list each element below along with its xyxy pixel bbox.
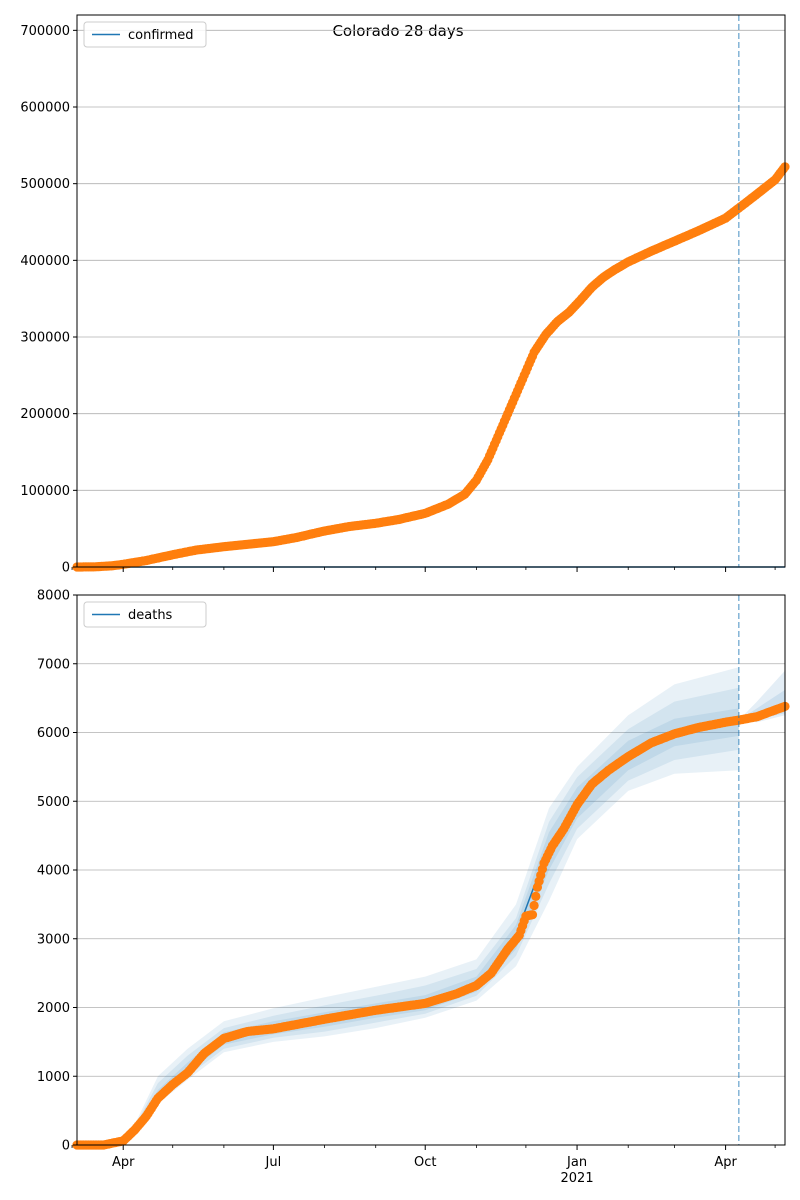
y-tick-label: 200000 (20, 407, 70, 422)
observed-point (531, 891, 541, 902)
y-tick-label: 8000 (37, 589, 70, 604)
observed-markers (72, 701, 790, 1150)
legend-box (83, 601, 207, 628)
legend: deaths (83, 601, 207, 628)
confidence-band (134, 687, 739, 1132)
x-tick-label: Jan (566, 1155, 587, 1170)
y-tick-label: 100000 (20, 484, 70, 499)
y-tick-label: 500000 (20, 177, 70, 192)
figure-title: Colorado 28 days (332, 22, 463, 40)
y-tick-label: 600000 (20, 101, 70, 116)
legend: confirmed (83, 21, 207, 48)
y-tick-label: 3000 (37, 932, 70, 947)
observed-markers (72, 162, 790, 572)
x-tick-label: Apr (112, 1155, 135, 1170)
y-tick-label: 5000 (37, 795, 70, 810)
y-tick-label: 7000 (37, 657, 70, 672)
y-tick-label: 2000 (37, 1001, 70, 1016)
x-tick-label: Jul (265, 1155, 282, 1170)
confirmed-panel: 0 100000 200000 300000 400000 500000 600000 700… (20, 14, 790, 576)
y-tick-label: 400000 (20, 254, 70, 269)
y-tick-label: 0 (62, 1139, 70, 1154)
y-tick-label: 300000 (20, 331, 70, 346)
deaths-panel: 0 1000 2000 3000 4000 5000 6000 7000 8000 Apr Jul O… (37, 589, 790, 1186)
legend-box (83, 21, 207, 48)
legend-label: confirmed (128, 28, 194, 43)
x-tick-label: Apr (714, 1155, 737, 1170)
x-tick-label: Oct (414, 1155, 436, 1170)
y-tick-label: 1000 (37, 1070, 70, 1085)
plot-frame (76, 14, 786, 568)
legend-label: deaths (128, 608, 173, 623)
observed-point (529, 900, 539, 911)
x-tick-sublabel: 2021 (561, 1171, 594, 1186)
observed-point (527, 910, 538, 920)
y-tick-label: 0 (62, 561, 70, 576)
y-tick-label: 700000 (20, 24, 70, 39)
y-tick-label: 6000 (37, 726, 70, 741)
y-tick-label: 4000 (37, 864, 70, 879)
